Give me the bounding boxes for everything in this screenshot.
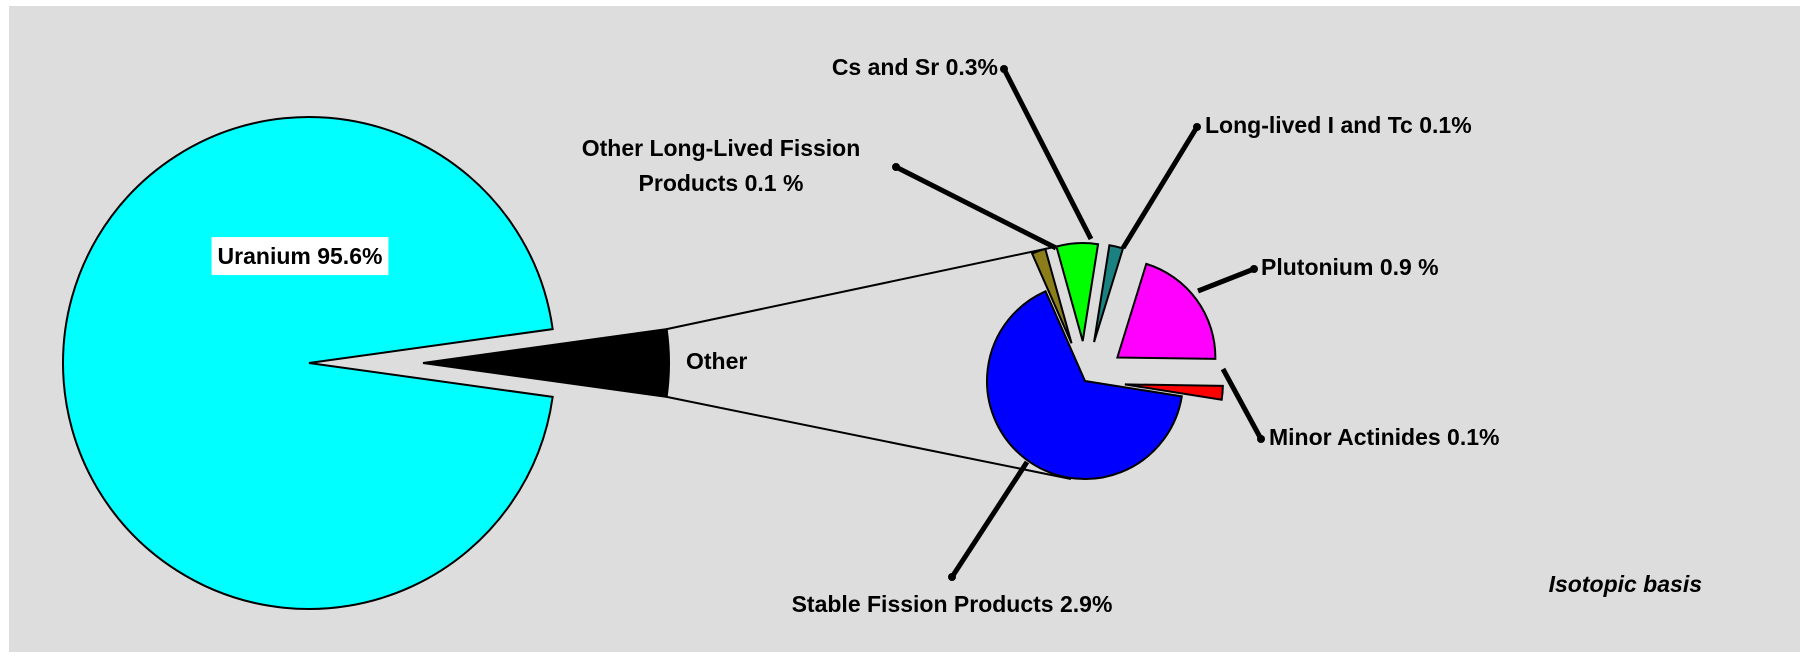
leader-dot (1000, 65, 1008, 73)
leader-line (1001, 67, 1094, 241)
leader-line (1220, 367, 1264, 441)
slice-label: Uranium 95.6% (218, 243, 383, 269)
leader-dot (948, 573, 956, 581)
leader-dot (1250, 265, 1258, 273)
leader-line (894, 164, 1058, 251)
pie-slice (1030, 247, 1073, 344)
slice-label: Products 0.1 % (639, 170, 804, 196)
pie-slice (985, 289, 1183, 481)
pie-slice (1093, 244, 1125, 343)
slice-label: Other (686, 348, 747, 374)
connector-line (666, 395, 1072, 480)
slice-label: Cs and Sr 0.3% (832, 54, 998, 80)
leader-dot (1257, 435, 1265, 443)
slice-label: Plutonium 0.9 % (1261, 254, 1439, 280)
slice-label: Other Long-Lived Fission (582, 135, 861, 161)
leader-dot (892, 163, 900, 171)
label-background (211, 237, 389, 276)
pie-slice (62, 116, 554, 610)
annotation: Isotopic basis (1549, 571, 1702, 597)
slice-label: Long-lived I and Tc 0.1% (1205, 112, 1472, 138)
connector-line (666, 245, 1060, 331)
leader-dot (1193, 123, 1201, 131)
pie-slice (1116, 262, 1217, 360)
pie-slice (422, 327, 671, 399)
leader-line (1120, 125, 1200, 250)
slice-label: Minor Actinides 0.1% (1269, 424, 1499, 450)
leader-line (949, 460, 1030, 579)
pie-slice (1124, 383, 1224, 401)
slice-label: Stable Fission Products 2.9% (792, 591, 1113, 617)
leader-line (1197, 266, 1255, 294)
